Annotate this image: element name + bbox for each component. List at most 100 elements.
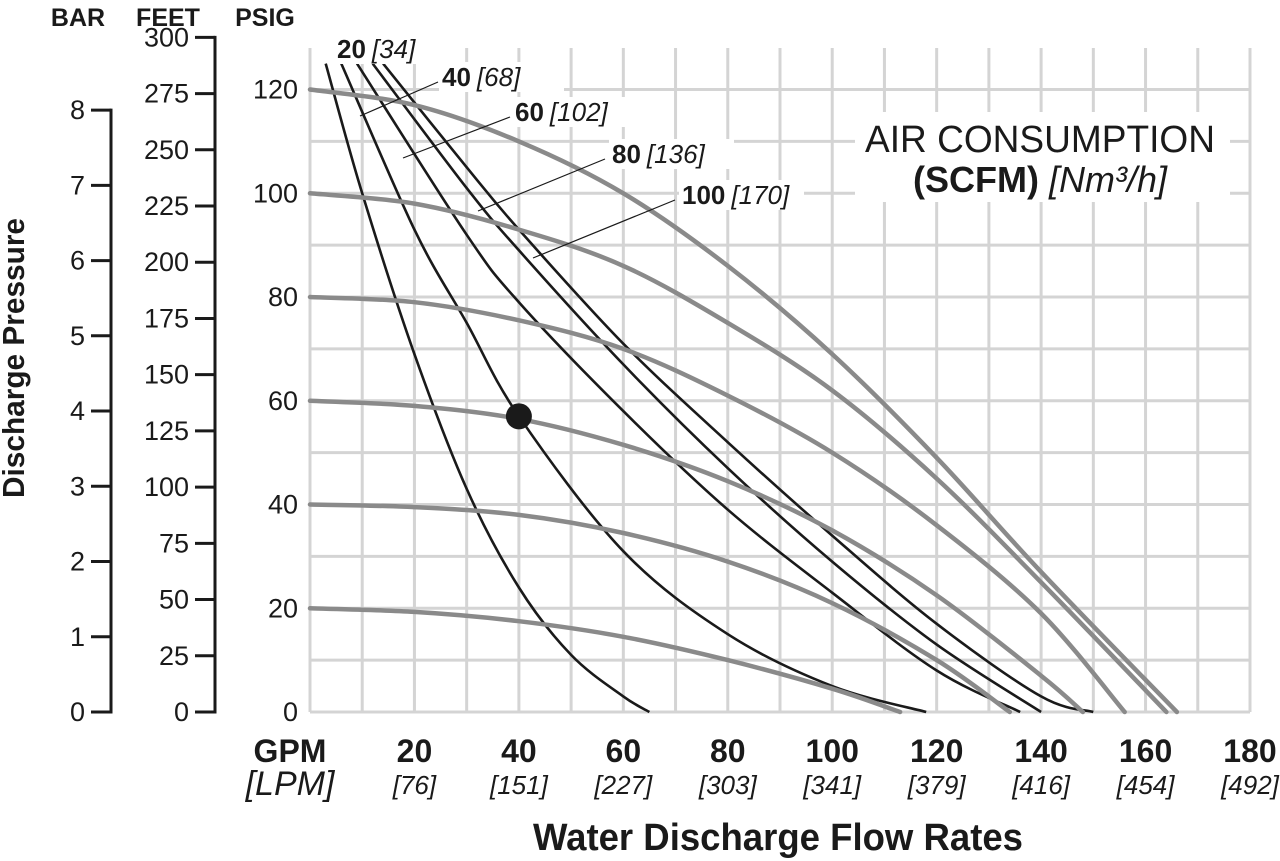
air-consumption-curves bbox=[324, 62, 1094, 714]
performance-curves bbox=[307, 87, 1180, 715]
performance-curve-40-psig bbox=[307, 502, 1013, 715]
y-axis-header-psig: PSIG bbox=[235, 4, 295, 32]
x-axis-unit-label: GPM bbox=[254, 733, 327, 769]
operating-point-group bbox=[505, 403, 532, 430]
air-curve-label-leader bbox=[532, 199, 676, 259]
operating-point bbox=[505, 403, 532, 430]
x-axis: GPM[LPM] 20[76] 40[151] 60[227] 80[303] 100[3… bbox=[245, 733, 1280, 803]
air-curve-label-leader bbox=[359, 81, 439, 117]
curve-labels: 20 [34] 40 [68] 60 [102]80 [136] 100 [170] bbox=[334, 34, 804, 259]
y-tick-label-feet: 150 bbox=[144, 360, 189, 390]
x-tick-label: 20 bbox=[397, 733, 433, 769]
x-tick-label: 160 bbox=[1119, 733, 1172, 769]
air-curve-label: 40 [68] bbox=[442, 62, 521, 92]
x-tick-label-metric: [227] bbox=[593, 770, 653, 800]
chart-title: AIR CONSUMPTION bbox=[865, 119, 1215, 161]
air-curve-label-nm3h: [68] bbox=[476, 62, 521, 92]
y-tick-label-bar: 1 bbox=[70, 622, 85, 652]
y-tick-label-psig: 120 bbox=[253, 75, 298, 105]
x-tick-label: 80 bbox=[710, 733, 746, 769]
air-curve-label: 100 [170] bbox=[682, 180, 790, 210]
y-tick-label-feet: 125 bbox=[144, 416, 189, 446]
performance-curve-80-psig bbox=[307, 294, 1127, 715]
air-curve-label-nm3h: [34] bbox=[371, 34, 416, 64]
x-tick-label: 140 bbox=[1014, 733, 1067, 769]
performance-curve-60-psig bbox=[307, 398, 1086, 715]
air-curve-label-scfm: 80 bbox=[612, 139, 641, 169]
y-tick-label-bar: 7 bbox=[70, 170, 85, 200]
performance-curve-100-psig bbox=[307, 191, 1169, 715]
air-curve-label-nm3h: [170] bbox=[730, 180, 790, 210]
y-tick-label-feet: 225 bbox=[144, 191, 189, 221]
performance-curve-120-psig bbox=[307, 87, 1180, 715]
y-tick-label-psig: 40 bbox=[268, 490, 298, 520]
y-tick-label-bar: 8 bbox=[70, 95, 85, 125]
air-curve-label-nm3h: [102] bbox=[549, 97, 609, 127]
air-curve-60-scfm bbox=[355, 62, 1021, 714]
y-axis-title: Discharge Pressure bbox=[0, 218, 31, 498]
air-consumption-title-block: AIR CONSUMPTION (SCFM) [Nm³/h] bbox=[855, 112, 1230, 202]
subtitle-unit-metric: [Nm³/h] bbox=[1048, 159, 1168, 200]
y-tick-label-feet: 175 bbox=[144, 303, 189, 333]
x-tick-label: 60 bbox=[606, 733, 642, 769]
y-axes: BAR012345678FEET025507510012515017520022… bbox=[51, 4, 298, 727]
air-curve-label-bg bbox=[609, 139, 734, 169]
air-curve-label: 20 [34] bbox=[337, 34, 416, 64]
y-tick-label-feet: 250 bbox=[144, 135, 189, 165]
x-tick-label-metric: [454] bbox=[1116, 770, 1176, 800]
performance-curve-20-psig bbox=[307, 606, 903, 715]
air-curve-label-scfm: 20 bbox=[337, 34, 366, 64]
y-tick-label-feet: 75 bbox=[159, 528, 189, 558]
x-tick-label: 40 bbox=[501, 733, 537, 769]
air-curve-label-scfm: 40 bbox=[442, 62, 471, 92]
y-tick-label-psig: 0 bbox=[283, 697, 298, 727]
x-tick-label: 180 bbox=[1223, 733, 1276, 769]
y-tick-label-feet: 200 bbox=[144, 247, 189, 277]
x-tick-label-metric: [416] bbox=[1011, 770, 1071, 800]
air-curve-label-bg bbox=[512, 97, 637, 127]
y-tick-label-feet: 300 bbox=[144, 22, 189, 52]
y-tick-label-bar: 2 bbox=[70, 547, 85, 577]
y-tick-label-feet: 50 bbox=[159, 585, 189, 615]
x-tick-label-metric: [76] bbox=[392, 770, 437, 800]
air-curve-label-nm3h: [136] bbox=[646, 139, 706, 169]
x-axis-unit-label-metric: [LPM] bbox=[245, 765, 336, 803]
y-tick-label-bar: 4 bbox=[70, 396, 85, 426]
air-curve-label-scfm: 60 bbox=[515, 97, 544, 127]
air-curve-label-leader bbox=[402, 116, 511, 159]
x-tick-label-metric: [492] bbox=[1220, 770, 1280, 800]
y-tick-label-feet: 275 bbox=[144, 79, 189, 109]
air-curve-label-bg bbox=[439, 62, 564, 92]
y-axis-header-bar: BAR bbox=[51, 4, 105, 32]
y-axis-header-feet: FEET bbox=[136, 4, 200, 32]
air-curve-label-scfm: 100 bbox=[682, 180, 725, 210]
y-tick-label-psig: 80 bbox=[268, 282, 298, 312]
air-curve-80-scfm bbox=[371, 62, 1042, 714]
air-curve-40-scfm bbox=[340, 63, 927, 714]
subtitle-unit: (SCFM) bbox=[913, 159, 1039, 200]
chart-subtitle: (SCFM) [Nm³/h] bbox=[913, 159, 1168, 200]
y-tick-label-bar: 5 bbox=[70, 321, 85, 351]
y-tick-label-feet: 25 bbox=[159, 641, 189, 671]
x-axis-title: Water Discharge Flow Rates bbox=[533, 817, 1023, 859]
y-tick-label-psig: 20 bbox=[268, 593, 298, 623]
air-curve-20-scfm bbox=[324, 63, 651, 714]
air-curve-100-scfm bbox=[382, 62, 1094, 714]
x-tick-label: 100 bbox=[806, 733, 859, 769]
x-tick-label-metric: [151] bbox=[489, 770, 549, 800]
y-tick-label-bar: 6 bbox=[70, 246, 85, 276]
air-curve-label-leader bbox=[477, 158, 606, 212]
air-curve-label: 60 [102] bbox=[515, 97, 609, 127]
air-curve-label-bg bbox=[679, 180, 804, 210]
y-tick-label-feet: 0 bbox=[174, 697, 189, 727]
x-tick-label: 120 bbox=[910, 733, 963, 769]
x-tick-label-metric: [341] bbox=[802, 770, 862, 800]
y-tick-label-bar: 3 bbox=[70, 471, 85, 501]
x-tick-label-metric: [303] bbox=[698, 770, 758, 800]
air-curve-label-bg bbox=[334, 34, 459, 64]
y-tick-label-bar: 0 bbox=[70, 697, 85, 727]
air-curve-label: 80 [136] bbox=[612, 139, 706, 169]
y-tick-label-psig: 100 bbox=[253, 178, 298, 208]
y-tick-label-feet: 100 bbox=[144, 472, 189, 502]
